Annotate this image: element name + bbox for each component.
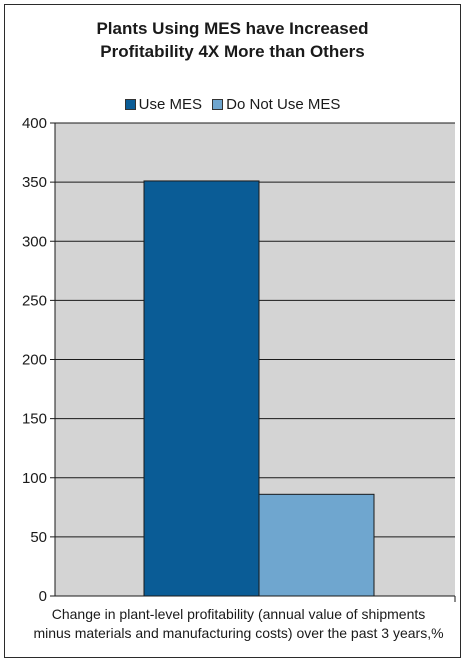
- legend-swatch-do-not-use-mes: [212, 99, 224, 110]
- legend-label-use-mes: Use MES: [138, 96, 202, 113]
- y-tick-label: 300: [22, 233, 47, 250]
- chart-title-line-1: Plants Using MES have Increased: [96, 19, 369, 38]
- legend-item-use-mes: Use MES: [124, 96, 202, 114]
- y-tick-label: 100: [22, 470, 47, 487]
- chart-title: Plants Using MES have Increased Profitab…: [5, 17, 460, 63]
- y-tick-label: 250: [22, 292, 47, 309]
- x-axis-label-line-1: Change in plant-level profitability (ann…: [51, 606, 426, 622]
- chart-legend: Use MES Do Not Use MES: [5, 96, 460, 114]
- x-axis-label-line-2: minus materials and manufacturing costs)…: [33, 625, 444, 641]
- legend-swatch-use-mes: [124, 99, 136, 110]
- plot-area-svg: 0 50 100 150 200 250 300 350 400: [22, 115, 456, 605]
- legend-item-do-not-use-mes: Do Not Use MES: [212, 96, 340, 114]
- chart-frame: Plants Using MES have Increased Profitab…: [4, 4, 461, 658]
- chart-title-line-2: Profitability 4X More than Others: [100, 42, 365, 61]
- y-tick-label: 200: [22, 352, 47, 369]
- y-tick-label: 0: [39, 588, 47, 605]
- bar-do-not-use-mes: [258, 493, 375, 597]
- y-tick-label: 400: [22, 115, 47, 132]
- y-tick-label: 350: [22, 174, 47, 191]
- bar-use-mes: [143, 180, 260, 597]
- x-axis-label: Change in plant-level profitability (ann…: [25, 605, 452, 643]
- y-tick-label: 150: [22, 411, 47, 428]
- y-tick-label: 50: [30, 529, 47, 546]
- legend-label-do-not-use-mes: Do Not Use MES: [226, 96, 341, 113]
